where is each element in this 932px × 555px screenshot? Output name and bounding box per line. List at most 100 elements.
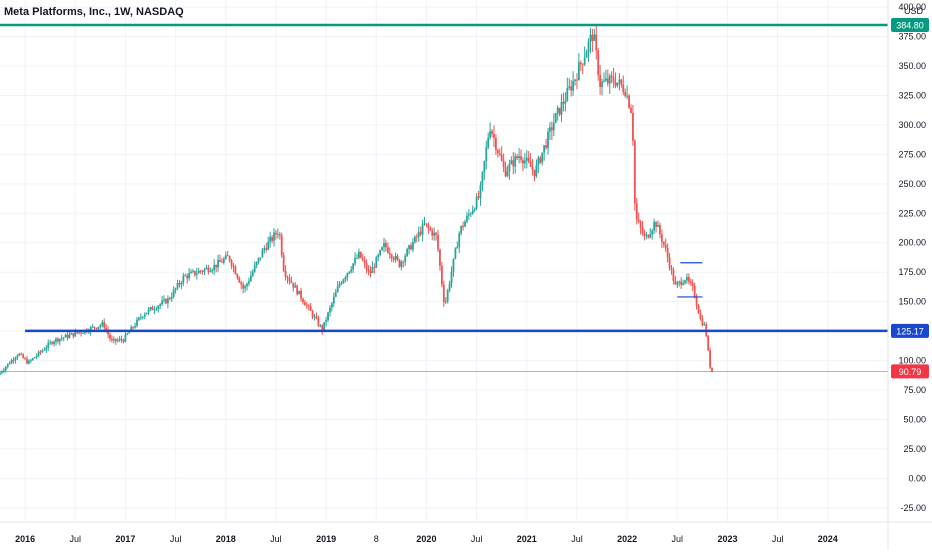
candle-body xyxy=(109,334,111,339)
candle-body xyxy=(404,256,407,262)
candle-body xyxy=(340,283,343,284)
candle-body xyxy=(632,112,634,141)
candle-body xyxy=(390,254,393,259)
candle-body xyxy=(35,355,38,358)
candle-body xyxy=(172,289,175,297)
candle-body xyxy=(350,269,353,272)
candle-body xyxy=(14,357,17,361)
candle-body xyxy=(693,285,696,298)
candle-body xyxy=(101,322,104,326)
candle-body xyxy=(8,363,11,365)
candle-body xyxy=(616,82,619,86)
candle-body xyxy=(136,319,138,326)
candle-body xyxy=(22,354,25,359)
candle-body xyxy=(203,269,206,272)
candle-body xyxy=(259,257,262,259)
candle-body xyxy=(452,258,455,272)
y-tick-label: 75.00 xyxy=(903,385,926,395)
candle-body xyxy=(709,350,711,368)
candle-body xyxy=(352,263,355,270)
candle-body xyxy=(680,281,683,285)
candle-body xyxy=(666,247,669,258)
candle-body xyxy=(45,347,48,350)
candle-body xyxy=(612,77,615,83)
candle-body xyxy=(649,234,652,238)
x-tick-label: Jul xyxy=(571,534,583,544)
candle-body xyxy=(628,95,630,108)
candle-body xyxy=(217,259,219,268)
candle-body xyxy=(539,157,542,163)
candle-body xyxy=(60,338,63,339)
candle-body xyxy=(147,309,150,313)
candle-body xyxy=(321,325,324,332)
candle-body xyxy=(639,221,642,228)
candle-body xyxy=(496,149,499,154)
candle-body xyxy=(458,233,461,247)
candle-body xyxy=(647,234,650,238)
candle-body xyxy=(440,265,443,285)
candle-body xyxy=(525,157,528,161)
candle-body xyxy=(504,167,507,177)
candle-body xyxy=(288,278,291,282)
candle-body xyxy=(697,305,700,314)
candle-body xyxy=(435,232,437,235)
candle-body xyxy=(686,276,688,281)
candle-body xyxy=(342,279,345,284)
candle-body xyxy=(670,268,673,270)
candle-body xyxy=(132,326,135,328)
candle-body xyxy=(205,267,208,270)
candle-body xyxy=(213,264,216,270)
candle-body xyxy=(643,233,646,236)
candle-body xyxy=(29,360,32,361)
candle-body xyxy=(475,196,478,209)
candle-body xyxy=(460,225,463,234)
x-tick-label: 2020 xyxy=(416,534,436,544)
candle-body xyxy=(373,266,376,268)
candle-body xyxy=(37,351,40,356)
candle-body xyxy=(579,62,582,64)
candle-body xyxy=(242,284,245,289)
candle-body xyxy=(572,81,574,91)
candle-body xyxy=(687,276,690,282)
candle-body xyxy=(2,370,5,372)
y-tick-label: 200.00 xyxy=(898,238,926,248)
candle-body xyxy=(533,169,536,177)
candle-body xyxy=(385,243,387,248)
candle-body xyxy=(82,333,84,334)
candle-body xyxy=(537,157,540,166)
candle-body xyxy=(711,367,713,372)
candle-body xyxy=(655,222,657,227)
x-tick-label: Jul xyxy=(672,534,684,544)
candle-body xyxy=(309,306,312,311)
candle-body xyxy=(149,307,152,310)
candle-body xyxy=(473,208,476,211)
candle-body xyxy=(491,131,493,134)
candle-body xyxy=(327,312,329,321)
candle-body xyxy=(512,160,515,167)
x-tick-label: 2022 xyxy=(617,534,637,544)
candle-body xyxy=(47,342,50,348)
candle-body xyxy=(464,221,466,227)
candle-body xyxy=(442,284,445,303)
candle-body xyxy=(28,360,30,364)
candle-body xyxy=(105,327,108,330)
candle-body xyxy=(305,305,308,307)
candle-body xyxy=(201,271,204,272)
candle-body xyxy=(510,160,513,165)
candle-body xyxy=(691,283,694,286)
candle-body xyxy=(417,231,420,237)
drawn-lines xyxy=(0,23,888,372)
candle-body xyxy=(707,335,710,351)
candle-body xyxy=(232,266,235,267)
candle-body xyxy=(689,281,692,284)
candle-body xyxy=(234,266,237,275)
candle-body xyxy=(49,342,52,343)
candle-body xyxy=(89,327,92,332)
candle-body xyxy=(151,307,154,311)
candle-body xyxy=(4,366,7,371)
candle-body xyxy=(336,286,339,293)
candle-body xyxy=(261,250,264,258)
